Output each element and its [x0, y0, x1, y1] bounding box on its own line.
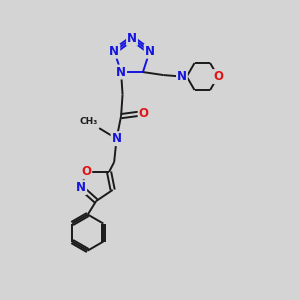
Text: N: N: [109, 45, 119, 58]
Text: N: N: [177, 70, 187, 83]
Text: N: N: [116, 65, 126, 79]
Text: O: O: [81, 165, 91, 178]
Text: O: O: [213, 70, 223, 83]
Text: O: O: [139, 106, 148, 120]
Text: N: N: [112, 132, 122, 145]
Text: N: N: [76, 181, 86, 194]
Text: N: N: [127, 32, 137, 45]
Text: CH₃: CH₃: [80, 117, 98, 126]
Text: N: N: [145, 45, 155, 58]
